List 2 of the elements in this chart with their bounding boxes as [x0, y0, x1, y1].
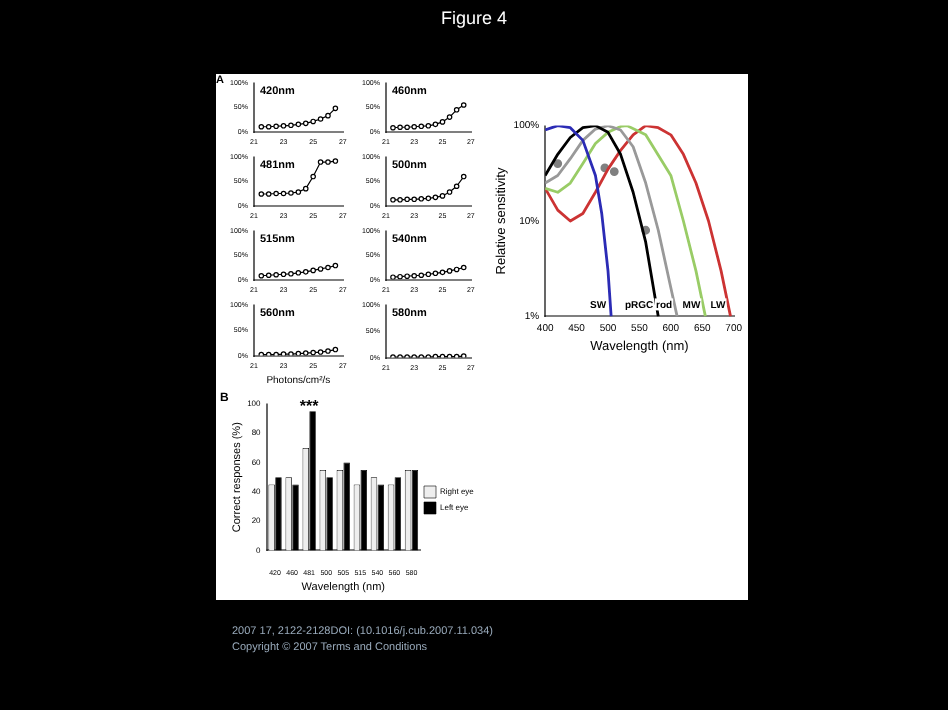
- text: Figure 4: [438, 8, 510, 28]
- annotation: ***: [299, 396, 321, 415]
